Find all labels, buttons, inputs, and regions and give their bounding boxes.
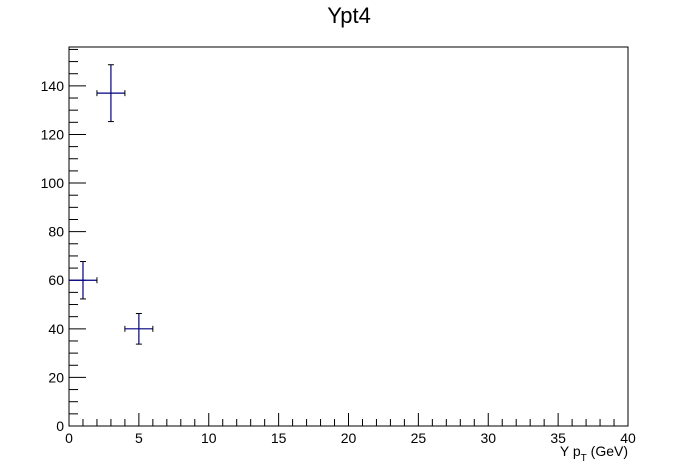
data-point bbox=[124, 313, 154, 345]
x-tick-label: 20 bbox=[341, 430, 357, 446]
x-tick-label: 35 bbox=[550, 430, 566, 446]
plot-frame bbox=[68, 46, 629, 427]
x-tick-label: 0 bbox=[65, 430, 73, 446]
y-tick-label: 0 bbox=[56, 418, 64, 434]
data-point bbox=[96, 64, 126, 123]
y-tick-label: 100 bbox=[41, 175, 65, 191]
y-tick-label: 120 bbox=[41, 126, 65, 142]
x-tick-label: 10 bbox=[201, 430, 217, 446]
y-tick-label: 80 bbox=[48, 224, 64, 240]
x-axis: 0 5 10 15 20 25 30 35 40 bbox=[65, 413, 636, 446]
y-axis: 0 20 40 60 80 100 120 140 bbox=[41, 48, 86, 434]
y-tick-label: 40 bbox=[48, 321, 64, 337]
x-tick-label: 15 bbox=[271, 430, 287, 446]
x-tick-label: 30 bbox=[480, 430, 496, 446]
x-tick-label: 40 bbox=[620, 430, 636, 446]
x-tick-label: 5 bbox=[135, 430, 143, 446]
y-tick-label: 60 bbox=[48, 272, 64, 288]
data-point bbox=[68, 261, 98, 300]
data-points bbox=[68, 64, 154, 345]
chart-title: Ypt4 bbox=[327, 3, 371, 28]
x-axis-label: Υ pT (GeV) bbox=[560, 443, 628, 464]
y-tick-label: 140 bbox=[41, 78, 65, 94]
y-tick-label: 20 bbox=[48, 369, 64, 385]
x-tick-label: 25 bbox=[411, 430, 427, 446]
